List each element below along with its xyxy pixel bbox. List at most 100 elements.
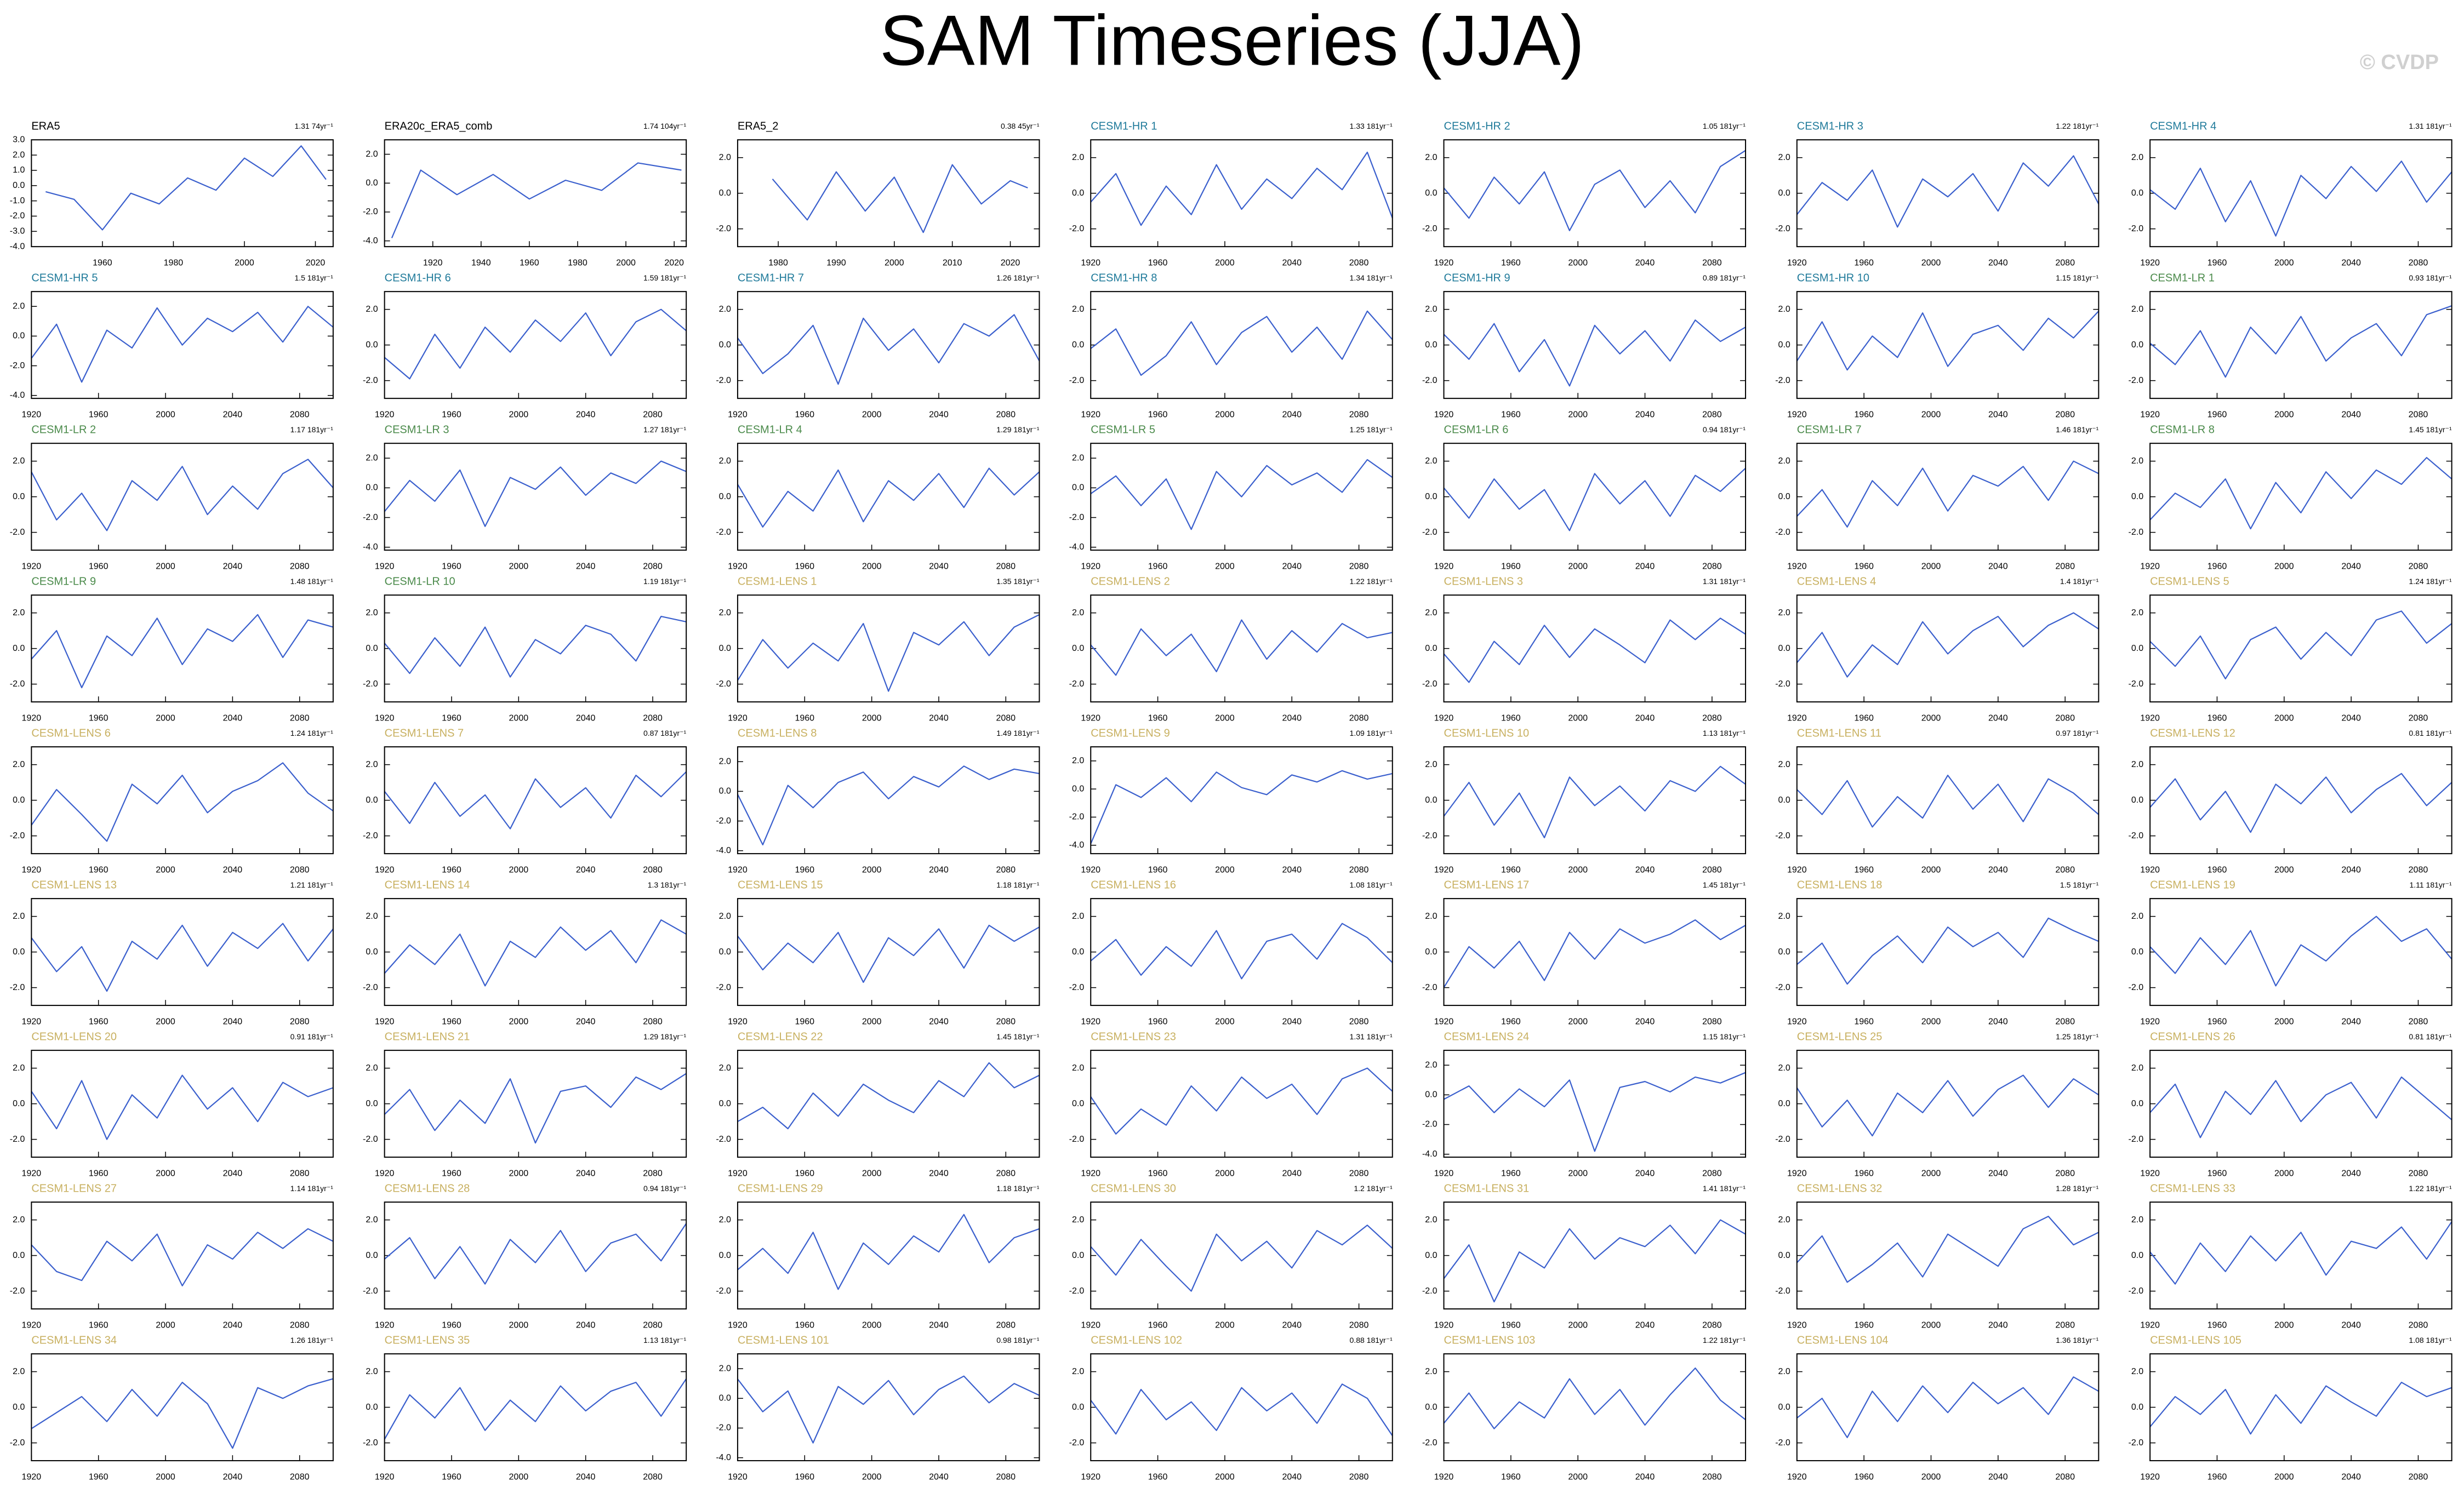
trend-label: 1.18 181yr⁻¹ xyxy=(996,1184,1040,1193)
panel-title: CESM1-LENS 105 xyxy=(2150,1334,2241,1346)
y-tick-label: 0.0 xyxy=(719,644,731,653)
y-tick-label: 0.0 xyxy=(1778,796,1790,805)
x-tick-label: 1960 xyxy=(1854,1169,1874,1178)
x-tick-label: 1920 xyxy=(1081,1472,1100,1481)
y-tick-label: -2.0 xyxy=(10,983,25,992)
x-tick-label: 1960 xyxy=(1148,865,1168,874)
y-tick-label: 0.0 xyxy=(13,644,25,653)
x-tick-label: 1960 xyxy=(795,562,814,571)
y-tick-label: 2.0 xyxy=(1425,1060,1437,1069)
y-tick-label: 2.0 xyxy=(2131,1215,2143,1225)
y-tick-label: -2.0 xyxy=(1422,1120,1438,1129)
panel-title: CESM1-LENS 31 xyxy=(1444,1182,1530,1194)
x-tick-label: 2000 xyxy=(862,410,882,419)
panel-title: CESM1-HR 1 xyxy=(1091,120,1157,132)
panel-title: CESM1-LENS 30 xyxy=(1091,1182,1176,1194)
x-tick-label: 1960 xyxy=(1854,1017,1874,1026)
x-tick-label: 2080 xyxy=(643,562,663,571)
y-tick-label: -2.0 xyxy=(2129,983,2144,992)
y-tick-label: 2.0 xyxy=(1072,153,1084,162)
panel-title: CESM1-LENS 8 xyxy=(738,727,817,739)
y-tick-label: 2.0 xyxy=(1425,760,1437,769)
x-tick-label: 2080 xyxy=(290,1320,310,1330)
y-tick-label: 0.0 xyxy=(13,1251,25,1260)
x-tick-label: 2080 xyxy=(2409,258,2428,267)
x-tick-label: 2040 xyxy=(2341,1472,2361,1481)
x-tick-label: 2080 xyxy=(2409,1169,2428,1178)
y-tick-label: 2.0 xyxy=(1072,756,1084,765)
x-tick-label: 2000 xyxy=(2274,1169,2294,1178)
y-tick-label: 0.0 xyxy=(2131,492,2143,501)
x-tick-label: 2080 xyxy=(2409,1472,2428,1481)
y-tick-label: -2.0 xyxy=(363,1135,378,1144)
y-tick-label: -2.0 xyxy=(1069,1438,1085,1447)
x-tick-label: 2040 xyxy=(929,410,949,419)
trend-label: 0.87 181yr⁻¹ xyxy=(643,729,687,737)
x-tick-label: 2080 xyxy=(2055,410,2075,419)
x-tick-label: 2040 xyxy=(576,1169,596,1178)
panel-frame xyxy=(1796,291,2100,399)
trend-label: 0.38 45yr⁻¹ xyxy=(1001,122,1040,130)
y-tick-label: 2.0 xyxy=(2131,760,2143,769)
panel-title: CESM1-LENS 13 xyxy=(31,879,117,891)
trend-label: 0.91 181yr⁻¹ xyxy=(290,1032,334,1041)
x-tick-label: 2040 xyxy=(2341,1169,2361,1178)
x-tick-label: 2040 xyxy=(1282,562,1302,571)
panel-frame xyxy=(737,139,1040,248)
y-tick-label: 0.0 xyxy=(719,947,731,957)
panel-title: CESM1-LENS 26 xyxy=(2150,1031,2235,1043)
panel-title: CESM1-LENS 18 xyxy=(1797,879,1883,891)
panel-frame xyxy=(1090,291,1393,399)
y-tick-label: -2.0 xyxy=(363,679,378,689)
y-tick-label: -2.0 xyxy=(1775,224,1790,233)
x-tick-label: 2080 xyxy=(643,865,663,874)
panel-title: CESM1-LR 6 xyxy=(1444,424,1509,436)
series-line xyxy=(45,145,327,231)
y-tick-label: -2.0 xyxy=(10,831,25,840)
x-tick-label: 1920 xyxy=(728,1320,748,1330)
x-tick-label: 2080 xyxy=(290,1169,310,1178)
panel-frame xyxy=(31,443,334,551)
x-tick-label: 2080 xyxy=(1349,713,1369,723)
x-tick-label: 2040 xyxy=(929,1472,949,1481)
series-line xyxy=(384,1223,687,1285)
panel-frame xyxy=(1443,594,1747,703)
panel-title: CESM1-LENS 27 xyxy=(31,1182,117,1194)
panel-frame xyxy=(1443,898,1747,1006)
y-tick-label: 2.0 xyxy=(1072,453,1084,462)
x-tick-label: 2080 xyxy=(996,1472,1016,1481)
y-tick-label: 2.0 xyxy=(1778,760,1790,769)
x-tick-label: 2040 xyxy=(576,1017,596,1026)
x-tick-label: 2040 xyxy=(1988,1472,2008,1481)
x-tick-label: 1920 xyxy=(1787,865,1807,874)
x-tick-label: 2000 xyxy=(509,865,529,874)
panel-frame xyxy=(31,1050,334,1158)
series-line xyxy=(772,164,1028,233)
trend-label: 1.35 181yr⁻¹ xyxy=(996,577,1040,586)
x-tick-label: 2040 xyxy=(1635,258,1655,267)
series-line xyxy=(31,614,334,689)
trend-label: 1.17 181yr⁻¹ xyxy=(290,425,334,434)
y-tick-label: 0.0 xyxy=(2131,947,2143,957)
panel-frame xyxy=(384,898,687,1006)
x-tick-label: 1980 xyxy=(164,258,184,267)
y-tick-label: -4.0 xyxy=(1422,1149,1438,1159)
x-tick-label: 2000 xyxy=(1215,865,1235,874)
x-tick-label: 2080 xyxy=(996,1169,1016,1178)
y-tick-label: -4.0 xyxy=(716,846,731,855)
y-tick-label: -2.0 xyxy=(716,1286,731,1296)
panel-title: CESM1-LENS 104 xyxy=(1797,1334,1889,1346)
y-tick-label: -2.0 xyxy=(1069,513,1085,522)
x-tick-label: 2080 xyxy=(2055,562,2075,571)
x-tick-label: 2040 xyxy=(929,713,949,723)
x-tick-label: 2040 xyxy=(2341,258,2361,267)
y-tick-label: 2.0 xyxy=(1072,305,1084,314)
trend-label: 0.94 181yr⁻¹ xyxy=(1703,425,1746,434)
x-tick-label: 1960 xyxy=(442,562,461,571)
x-tick-label: 2020 xyxy=(664,258,684,267)
y-tick-label: -2.0 xyxy=(2129,1286,2144,1296)
x-tick-label: 2000 xyxy=(1921,258,1941,267)
figure-title: SAM Timeseries (JJA) xyxy=(880,0,1584,80)
panel-title: CESM1-LR 3 xyxy=(385,424,449,436)
